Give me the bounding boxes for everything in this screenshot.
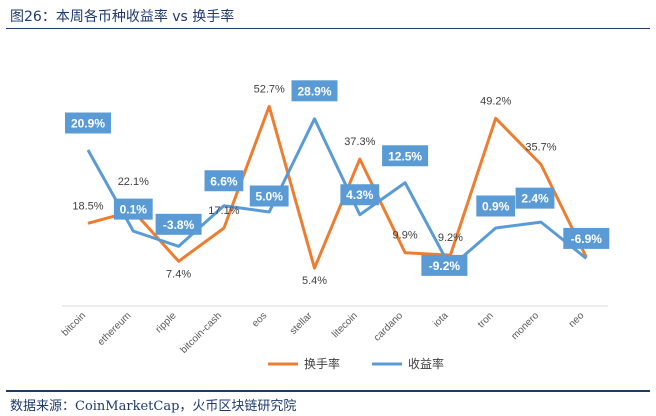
- data-label-box-return: [421, 254, 468, 276]
- figure-title: 图26：本周各币种收益率 vs 换手率: [10, 9, 235, 25]
- data-label-turnover: 17.1%: [208, 205, 239, 217]
- legend-label-turnover: 换手率: [304, 356, 340, 371]
- data-label-box-return: [204, 170, 244, 192]
- data-label-box-return: [382, 145, 429, 167]
- data-label-turnover: 9.9%: [393, 230, 418, 242]
- data-label-return: -9.2%: [429, 259, 461, 273]
- data-label-return: -3.8%: [163, 218, 195, 232]
- data-label-turnover: 9.2%: [438, 232, 463, 244]
- title-divider: [6, 28, 650, 29]
- data-label-return: 20.9%: [71, 116, 105, 130]
- data-label-return: 5.0%: [256, 190, 284, 204]
- data-label-box-return: [65, 112, 111, 134]
- data-label-return: 12.5%: [388, 149, 422, 163]
- data-label-return: 28.9%: [297, 84, 331, 98]
- chart-area: bitcoin ethereum ripple bitcoin-cash eos stel…: [60, 80, 610, 371]
- x-tick-label: litecoin: [330, 310, 360, 340]
- data-label-box-return: [515, 187, 555, 209]
- data-label-return: 0.1%: [120, 203, 148, 217]
- data-label-turnover: 5.4%: [302, 275, 327, 287]
- data-label-turnover: 52.7%: [254, 83, 285, 95]
- data-label-turnover: 35.7%: [525, 142, 556, 154]
- series-line-turnover: [87, 104, 588, 270]
- legend-label-return: 收益率: [408, 356, 444, 371]
- data-label-turnover: 18.5%: [72, 200, 103, 212]
- x-tick-label: iota: [431, 310, 450, 329]
- data-label-turnover: 22.1%: [118, 176, 149, 188]
- data-label-turnover: 37.3%: [344, 136, 375, 148]
- data-label-box-return: [155, 213, 202, 235]
- source-divider: [6, 390, 650, 392]
- data-label-box-return: [476, 195, 516, 217]
- x-tick-label: cardano: [372, 310, 406, 344]
- x-tick-label: monero: [509, 310, 541, 342]
- series-line-return: [86, 117, 588, 269]
- data-label-box-return: [291, 80, 338, 102]
- data-label-return: 2.4%: [521, 192, 549, 206]
- x-tick-label: ripple: [154, 310, 179, 335]
- data-label-box-return: [113, 198, 153, 220]
- data-label-return: 4.3%: [346, 188, 374, 202]
- x-tick-label: tron: [476, 310, 496, 330]
- data-label-return: -6.9%: [571, 232, 603, 246]
- x-tick-label: eos: [250, 310, 269, 329]
- data-label-box-return: [249, 185, 289, 207]
- data-label-return: 0.9%: [482, 199, 510, 213]
- x-tick-label: stellar: [288, 310, 315, 337]
- data-label-turnover: 49.2%: [480, 95, 511, 107]
- x-tick-label: bitcoin: [60, 310, 88, 338]
- data-label-turnover: 7.4%: [166, 268, 191, 280]
- data-label-return: 6.6%: [210, 174, 238, 188]
- x-tick-label: ethereum: [96, 310, 134, 348]
- source-note: 数据来源：CoinMarketCap，火币区块链研究院: [10, 399, 297, 414]
- x-tick-label: bitcoin-cash: [179, 310, 225, 356]
- data-label-box-return: [340, 184, 380, 206]
- x-tick-label: neo: [567, 310, 587, 330]
- data-label-box-return: [563, 227, 610, 249]
